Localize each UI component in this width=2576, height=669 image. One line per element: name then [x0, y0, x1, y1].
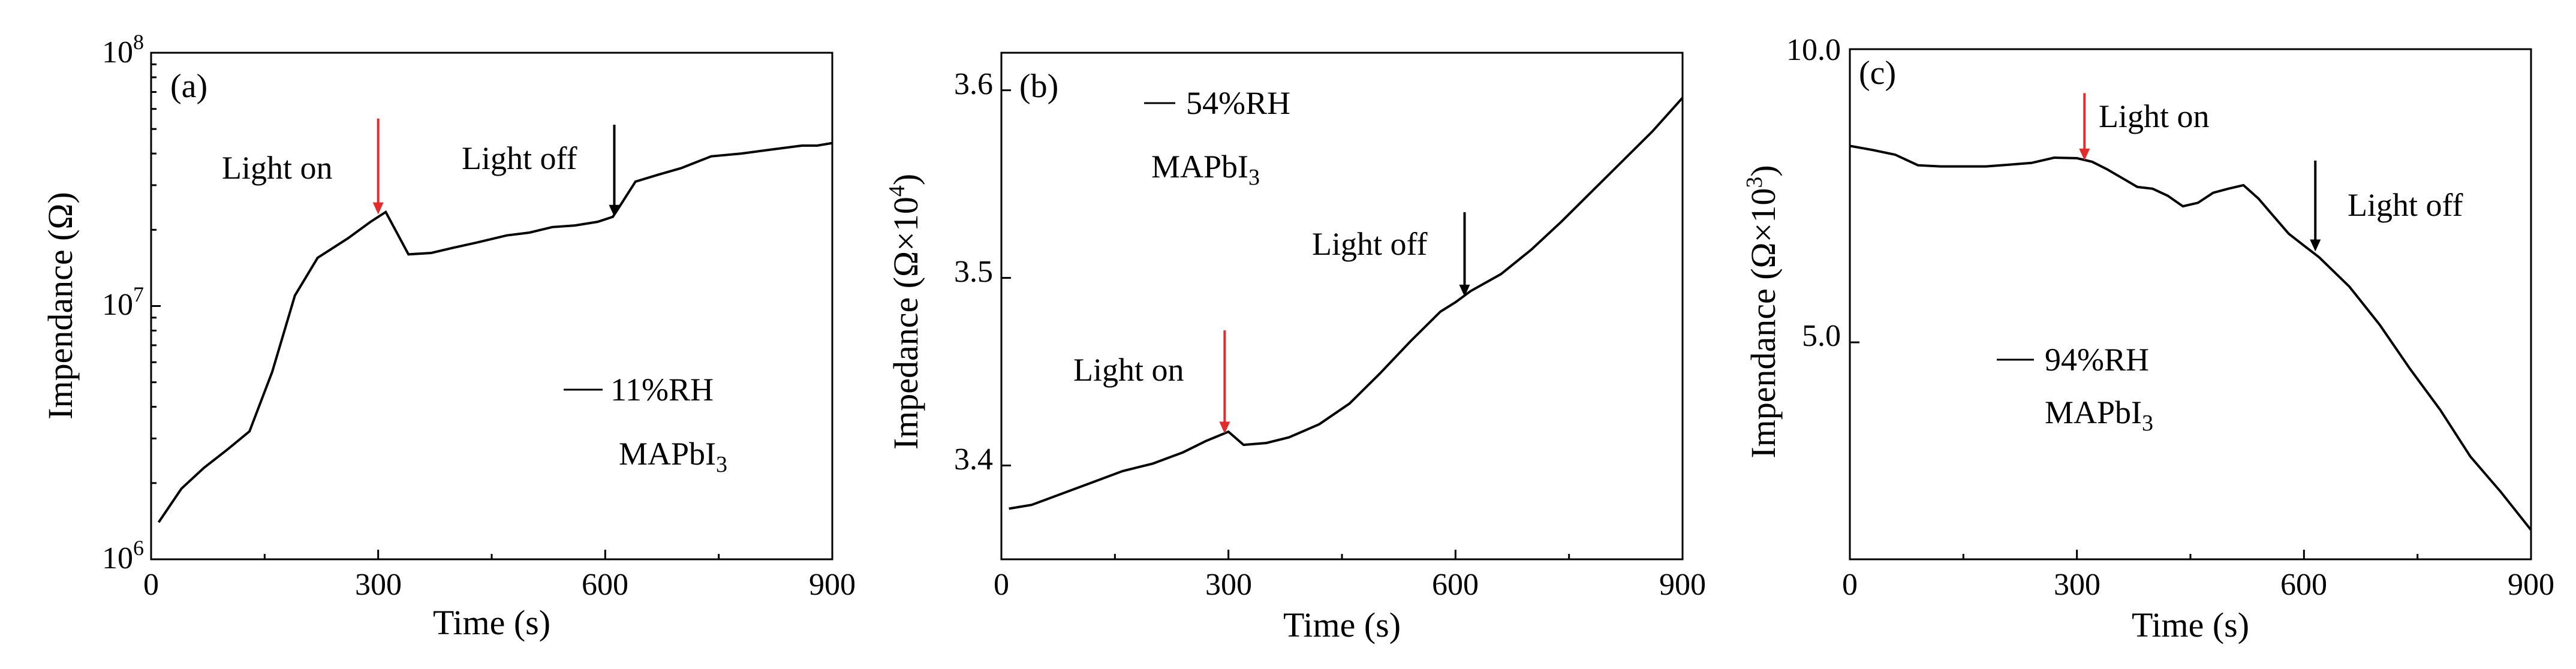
panel-a-ytick-base: 10	[102, 288, 133, 322]
panel-c-ylabel-main: Impendance (Ω×10	[1744, 188, 1783, 459]
panel-b-xtick-label-600: 600	[1432, 568, 1479, 602]
panel-a-ytick-label-1e8: 108	[102, 30, 144, 70]
panel-c-ylabel-exp: 3	[1742, 177, 1767, 188]
panel-a: (a) Light on Light off 11%RH MAPbI3 106 …	[41, 30, 856, 642]
panel-a-ytick-exp: 6	[133, 536, 144, 560]
panel-b-ticks	[1000, 89, 1684, 559]
panel-a-axes-frame	[150, 52, 833, 560]
panel-a-xtick-label-900: 900	[809, 568, 856, 602]
panel-c-ytick-label-5.0: 5.0	[1802, 319, 1841, 353]
panel-c-xtick-label-0: 0	[1842, 568, 1858, 602]
panel-b-ylabel-main: Impedance (Ω×10	[886, 197, 925, 450]
panel-c-light-off-text: Light off	[2348, 187, 2463, 223]
panel-c-xtick-label-900: 900	[2508, 568, 2554, 602]
panel-c-y-axis-title: Impendance (Ω×103)	[1742, 165, 1783, 458]
panel-c-series-94rh-line	[1849, 144, 2532, 531]
panel-c-x-axis-title: Time (s)	[2132, 605, 2249, 644]
panel-b-ylabel-close: )	[886, 174, 925, 185]
panel-c-light-on-arrowhead	[2079, 148, 2090, 161]
panel-a-material-text: MAPbI	[619, 436, 716, 472]
panel-b-material-text: MAPbI	[1151, 149, 1248, 185]
panel-c-light-off-arrowhead	[2310, 239, 2321, 252]
panel-a-xtick-label-600: 600	[582, 568, 628, 602]
panel-a-series-11rh-line	[157, 141, 833, 523]
panel-c: (c) Light on Light off 94%RH MAPbI3 5.0 …	[1742, 33, 2554, 644]
panel-a-light-on-text: Light on	[222, 150, 333, 186]
panel-a-ytick-exp: 8	[133, 30, 144, 54]
panel-b-light-on-text: Light on	[1073, 352, 1184, 388]
panel-c-xtick-label-300: 300	[2054, 568, 2100, 602]
panel-a-light-off-arrowhead	[609, 204, 620, 217]
panel-b-axes-frame	[1000, 52, 1684, 560]
panel-b-x-axis-title: Time (s)	[1283, 605, 1401, 644]
panel-b-legend-entry: 54%RH	[1186, 85, 1290, 121]
panel-a-legend-entry: 11%RH	[610, 372, 714, 408]
panel-c-material-text: MAPbI	[2045, 394, 2142, 430]
panel-c-material-sub: 3	[2142, 411, 2153, 436]
panel-b-y-axis-title: Impedance (Ω×104)	[884, 174, 925, 450]
panel-a-light-on-arrowhead	[372, 202, 384, 215]
panel-a-material-sub: 3	[716, 452, 727, 477]
panel-a-ytick-exp: 7	[133, 282, 144, 306]
panel-b-xtick-label-300: 300	[1205, 568, 1252, 602]
panel-b-label: (b)	[1019, 68, 1058, 105]
panel-b-ytick-label-3.6: 3.6	[954, 67, 993, 101]
panel-b-series-54rh-line	[1009, 97, 1684, 510]
panel-b-light-off-text: Light off	[1312, 226, 1427, 262]
panel-c-ticks	[1849, 48, 2532, 559]
panel-a-ytick-label-1e7: 107	[102, 282, 144, 322]
panel-a-label: (a)	[170, 68, 207, 105]
panel-b-light-off-arrowhead	[1459, 284, 1470, 297]
panel-b-ytick-label-3.5: 3.5	[954, 255, 993, 289]
panel-c-xtick-label-600: 600	[2280, 568, 2327, 602]
panel-b-ytick-label-3.4: 3.4	[954, 442, 993, 477]
panel-b-material-sub: 3	[1248, 165, 1260, 190]
panel-b-ylabel-exp: 4	[884, 185, 910, 197]
panel-c-material: MAPbI3	[2045, 394, 2153, 436]
panel-b-material: MAPbI3	[1151, 149, 1260, 190]
panel-c-label: (c)	[1859, 55, 1896, 92]
panel-a-ytick-label-1e6: 106	[102, 536, 144, 575]
panel-c-ytick-label-10.0: 10.0	[1786, 33, 1841, 67]
panel-a-ticks	[150, 52, 833, 560]
panel-b: (b) 54%RH MAPbI3 Light on Light off 3.4 …	[884, 52, 1706, 644]
panel-b-xtick-label-0: 0	[994, 568, 1009, 602]
panel-c-ylabel-close: )	[1744, 165, 1783, 176]
panel-a-material: MAPbI3	[619, 436, 727, 477]
panel-a-xtick-label-0: 0	[143, 568, 159, 602]
panel-a-xtick-label-300: 300	[355, 568, 402, 602]
panel-a-x-axis-title: Time (s)	[433, 603, 550, 642]
panel-b-xtick-label-900: 900	[1659, 568, 1706, 602]
panel-b-light-on-arrowhead	[1219, 421, 1230, 434]
panel-a-light-off-text: Light off	[462, 140, 577, 176]
panel-c-legend-entry: 94%RH	[2045, 342, 2149, 378]
panel-a-ytick-base: 10	[102, 541, 133, 575]
panel-a-ytick-base: 10	[102, 35, 133, 70]
panel-a-y-axis-title: Impendance (Ω)	[41, 192, 80, 420]
panel-c-light-on-text: Light on	[2099, 98, 2210, 134]
